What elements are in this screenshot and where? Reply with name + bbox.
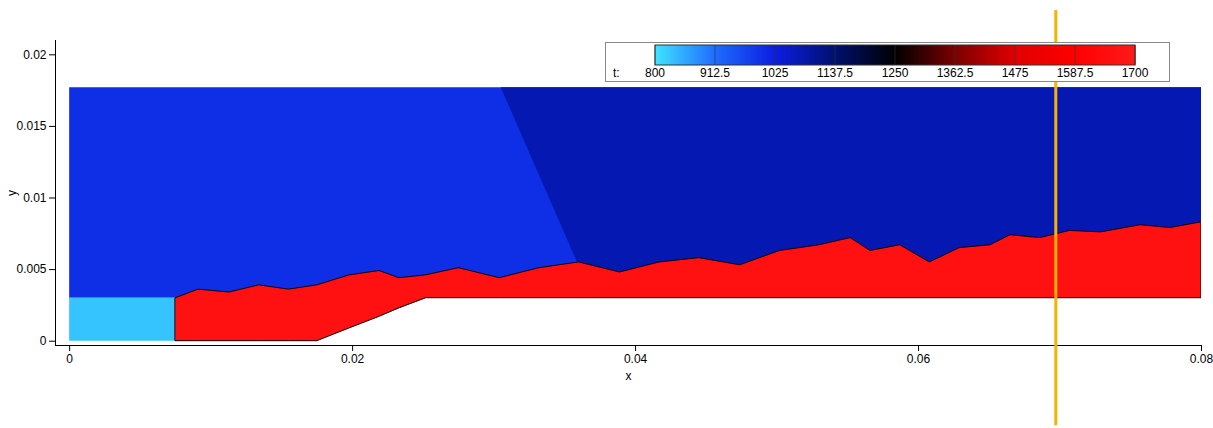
svg-text:0.08: 0.08	[1190, 352, 1213, 366]
svg-text:0: 0	[40, 334, 47, 348]
svg-text:1250: 1250	[882, 66, 909, 80]
svg-text:1362.5: 1362.5	[937, 66, 974, 80]
svg-text:1025: 1025	[762, 66, 789, 80]
svg-text:0.02: 0.02	[23, 48, 47, 62]
svg-text:912.5: 912.5	[700, 66, 730, 80]
svg-text:1700: 1700	[1122, 66, 1149, 80]
svg-text:y: y	[5, 190, 19, 196]
svg-text:x: x	[626, 369, 632, 383]
svg-text:1475: 1475	[1002, 66, 1029, 80]
svg-text:0.005: 0.005	[16, 262, 46, 276]
svg-text:0.06: 0.06	[907, 352, 931, 366]
svg-text:0.01: 0.01	[23, 191, 47, 205]
svg-text:t:: t:	[613, 66, 620, 80]
svg-text:1137.5: 1137.5	[817, 66, 853, 80]
svg-text:0.02: 0.02	[341, 352, 365, 366]
svg-text:0.04: 0.04	[624, 352, 648, 366]
svg-text:800: 800	[645, 66, 665, 80]
svg-text:0.015: 0.015	[16, 119, 46, 133]
svg-text:0: 0	[66, 352, 73, 366]
svg-text:1587.5: 1587.5	[1057, 66, 1094, 80]
